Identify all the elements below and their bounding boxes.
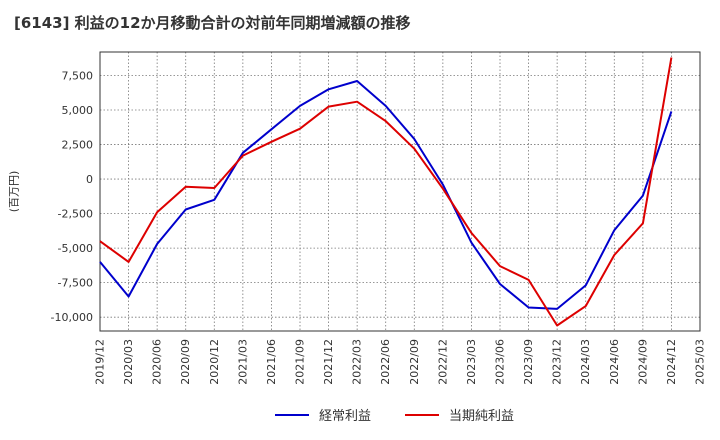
y-tick-label: -5,000 <box>58 242 93 255</box>
y-axis-label: (百万円) <box>8 171 21 213</box>
x-tick-label: 2020/06 <box>151 339 164 385</box>
x-tick-label: 2021/09 <box>294 339 307 385</box>
plot-frame <box>99 51 701 332</box>
x-tick-label: 2021/12 <box>322 339 335 385</box>
y-tick-label: 2,500 <box>62 139 94 152</box>
legend-label: 経常利益 <box>319 409 371 424</box>
x-tick-label: 2022/09 <box>408 339 421 385</box>
series-lines <box>99 57 673 327</box>
legend-label: 当期純利益 <box>449 409 514 424</box>
y-tick-label: 7,500 <box>62 69 94 82</box>
x-tick-label: 2020/09 <box>179 339 192 385</box>
series-line-2 <box>99 57 673 327</box>
x-tick-label: 2024/12 <box>665 339 678 385</box>
y-axis: 7,500 5,000 2,500 0 -2,500 -5,000 -7,500 -10,00… <box>51 69 93 324</box>
x-axis: 2019/12 2020/03 2020/06 2020/09 2020/12 2021/… <box>94 339 707 385</box>
grid <box>100 52 700 331</box>
y-tick-label: 0 <box>86 173 93 186</box>
x-tick-label: 2022/06 <box>379 339 392 385</box>
chart-title: [6143] 利益の12か月移動合計の対前年同期増減額の推移 <box>14 14 411 32</box>
x-tick-label: 2021/03 <box>236 339 249 385</box>
x-tick-label: 2022/03 <box>351 339 364 385</box>
x-tick-label: 2024/03 <box>579 339 592 385</box>
x-tick-label: 2022/12 <box>436 339 449 385</box>
x-tick-label: 2023/06 <box>494 339 507 385</box>
x-tick-label: 2023/09 <box>522 339 535 385</box>
x-tick-label: 2020/12 <box>208 339 221 385</box>
x-tick-label: 2023/03 <box>465 339 478 385</box>
legend: 経常利益 当期純利益 <box>275 409 514 424</box>
y-tick-label: 5,000 <box>62 104 94 117</box>
y-tick-label: -10,000 <box>51 311 93 324</box>
y-tick-label: -2,500 <box>58 208 93 221</box>
x-tick-label: 2023/12 <box>551 339 564 385</box>
x-tick-label: 2024/09 <box>636 339 649 385</box>
x-tick-label: 2024/06 <box>608 339 621 385</box>
x-tick-label: 2025/03 <box>694 339 707 385</box>
x-tick-label: 2019/12 <box>94 339 107 385</box>
series-line-1 <box>99 80 673 310</box>
y-tick-label: -7,500 <box>58 277 93 290</box>
x-tick-label: 2021/06 <box>265 339 278 385</box>
x-tick-label: 2020/03 <box>122 339 135 385</box>
